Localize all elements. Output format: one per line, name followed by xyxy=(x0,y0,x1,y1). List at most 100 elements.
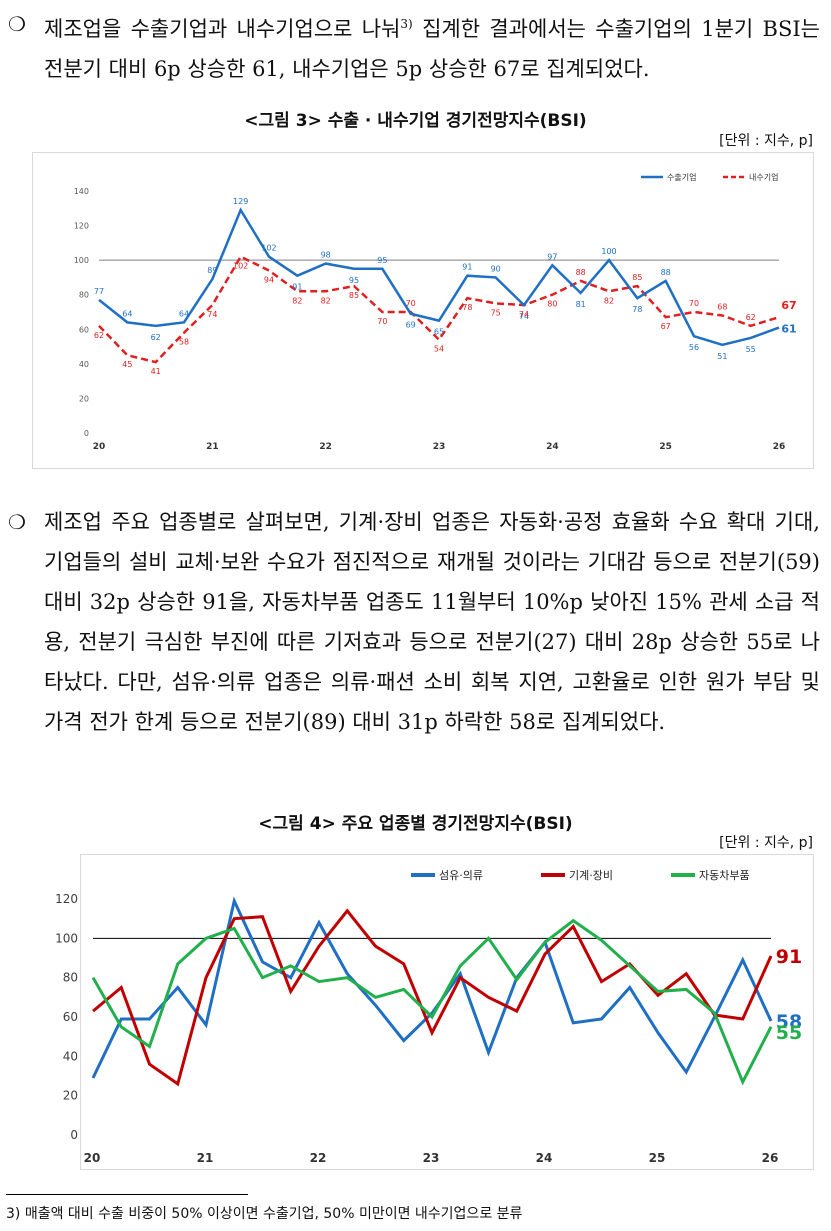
data-label-domestic: 70 xyxy=(406,299,416,308)
chart-legend: 수출기업 내수기업 xyxy=(641,172,778,182)
figure-4-chart: 58 91 55 섬유·의류 기계·장비 자동차부품 xyxy=(80,854,814,1170)
export-domestic-bsi-chart: 0 20 40 60 80 100 120 140 20 21 22 23 24 25 26 77 64 62 64… xyxy=(74,172,797,452)
series-line-machinery xyxy=(92,908,773,1087)
data-label-domestic: 74 xyxy=(519,310,529,319)
figure-4-title: <그림 4> 주요 업종별 경기전망지수(BSI) xyxy=(258,814,573,834)
data-label-domestic: 70 xyxy=(377,317,387,326)
legend-label-auto: 자동차부품 xyxy=(699,869,750,882)
data-label-export: 95 xyxy=(377,256,387,265)
data-label-export: 55 xyxy=(746,345,756,354)
end-label-machinery: 91 xyxy=(776,946,802,968)
data-label-export: 95 xyxy=(349,276,359,285)
data-label-domestic: 80 xyxy=(547,300,557,309)
data-label-domestic: 67 xyxy=(781,299,796,312)
data-label-export: 98 xyxy=(321,251,331,260)
data-label-export: 51 xyxy=(717,352,727,361)
data-label-export: 74 xyxy=(519,312,529,321)
data-label-domestic: 94 xyxy=(264,276,274,285)
y-tick-label: 40 xyxy=(79,360,89,369)
data-label-export: 97 xyxy=(547,252,557,261)
data-label-domestic: 85 xyxy=(349,291,359,300)
data-label-domestic: 102 xyxy=(233,262,248,271)
data-label-domestic: 75 xyxy=(491,308,501,317)
x-tick-label: 21 xyxy=(206,442,219,452)
x-tick-label: 25 xyxy=(659,442,672,452)
bullet-circle-icon: ❍ xyxy=(8,510,26,534)
x-tick-label: 23 xyxy=(433,442,446,452)
data-label-domestic: 70 xyxy=(689,299,699,308)
data-label-export: 78 xyxy=(632,305,642,314)
data-label-domestic: 67 xyxy=(661,322,671,331)
paragraph-text: 제조업을 수출기업과 내수기업으로 나눠3) 집계한 결과에서는 수출기업의 1… xyxy=(44,17,820,81)
figure-4-unit: [단위 : 지수, p] xyxy=(719,835,813,851)
y-tick-label: 80 xyxy=(79,291,89,300)
y-tick-label: 60 xyxy=(63,1010,78,1024)
end-label-auto: 55 xyxy=(776,1022,802,1044)
data-label-domestic: 82 xyxy=(321,296,331,305)
y-tick-label: 20 xyxy=(63,1089,78,1103)
data-label-export: 65 xyxy=(434,328,444,337)
y-tick-label: 0 xyxy=(84,429,89,438)
bullet-circle-icon: ❍ xyxy=(8,12,26,36)
figure-3-title: <그림 3> 수출 · 내수기업 경기전망지수(BSI) xyxy=(244,111,587,131)
data-label-domestic: 41 xyxy=(151,367,161,376)
y-tick-label: 80 xyxy=(63,971,78,985)
data-label-export: 100 xyxy=(601,247,616,256)
data-label-export: 89 xyxy=(207,266,217,275)
data-label-domestic: 68 xyxy=(717,302,727,311)
series-line-domestic xyxy=(98,255,780,364)
footnote-ref: 3) xyxy=(400,17,413,31)
data-label-export: 90 xyxy=(491,264,501,273)
x-tick-label: 26 xyxy=(773,442,786,452)
y-tick-label: 120 xyxy=(74,222,89,231)
y-tick-label: 60 xyxy=(79,325,89,334)
paragraph-export-domestic: ❍ 제조업을 수출기업과 내수기업으로 나눠3) 집계한 결과에서는 수출기업의… xyxy=(8,4,820,89)
data-label-domestic: 62 xyxy=(746,313,756,322)
data-label-export: 77 xyxy=(94,287,104,296)
footnote-divider xyxy=(6,1194,248,1195)
data-label-export: 56 xyxy=(689,343,699,352)
series-line-export xyxy=(98,207,780,347)
data-label-domestic: 78 xyxy=(462,303,472,312)
data-label-domestic: 85 xyxy=(632,273,642,282)
footnote: 3) 매출액 대비 수출 비중이 50% 이상이면 수출기업, 50% 미만이면… xyxy=(6,1206,523,1222)
legend-label-machinery: 기계·장비 xyxy=(569,869,613,882)
data-label-domestic: 74 xyxy=(207,310,217,319)
y-tick-label: 40 xyxy=(63,1049,78,1063)
data-label-domestic: 88 xyxy=(576,268,586,277)
x-tick-label: 20 xyxy=(93,442,106,452)
data-label-domestic: 82 xyxy=(292,296,302,305)
data-label-domestic: 58 xyxy=(179,338,189,347)
figure-3-chart: 0 20 40 60 80 100 120 140 20 21 22 23 24 25 26 77 64 62 64… xyxy=(32,152,814,469)
paragraph-text: 제조업 주요 업종별로 살펴보면, 기계·장비 업종은 자동화·공정 효율화 수… xyxy=(44,510,820,734)
data-label-export: 91 xyxy=(462,263,472,272)
data-label-domestic: 45 xyxy=(122,360,132,369)
paragraph-industries: ❍ 제조업 주요 업종별로 살펴보면, 기계·장비 업종은 자동화·공정 효율화… xyxy=(8,502,820,742)
data-label-export: 69 xyxy=(406,321,416,330)
legend-label-textile: 섬유·의류 xyxy=(439,869,483,882)
data-label-export: 81 xyxy=(576,300,586,309)
data-label-domestic: 62 xyxy=(94,331,104,340)
data-label-export: 88 xyxy=(661,268,671,277)
data-label-export: 62 xyxy=(151,333,161,342)
y-tick-label: 100 xyxy=(55,931,78,945)
data-label-export: 61 xyxy=(781,323,796,336)
y-tick-label: 140 xyxy=(74,187,89,196)
x-tick-label: 24 xyxy=(546,442,559,452)
figure-3-unit: [단위 : 지수, p] xyxy=(719,133,813,149)
data-label-domestic: 82 xyxy=(604,296,614,305)
data-label-domestic: 54 xyxy=(434,345,444,354)
data-label-export: 91 xyxy=(292,283,302,292)
end-label-textile: 58 xyxy=(776,1011,802,1033)
series-line-textile xyxy=(91,896,773,1079)
y-tick-label: 120 xyxy=(55,892,78,906)
data-label-export: 64 xyxy=(179,309,189,318)
series-line-auto xyxy=(91,918,773,1086)
y-tick-label: 20 xyxy=(79,394,89,403)
data-label-export: 64 xyxy=(122,309,132,318)
industry-bsi-chart: 58 91 55 섬유·의류 기계·장비 자동차부품 xyxy=(91,869,802,1087)
chart-legend: 섬유·의류 기계·장비 자동차부품 xyxy=(411,869,750,882)
y-tick-label: 0 xyxy=(70,1128,78,1142)
legend-label-export: 수출기업 xyxy=(667,172,696,182)
data-label-export: 129 xyxy=(233,197,248,206)
